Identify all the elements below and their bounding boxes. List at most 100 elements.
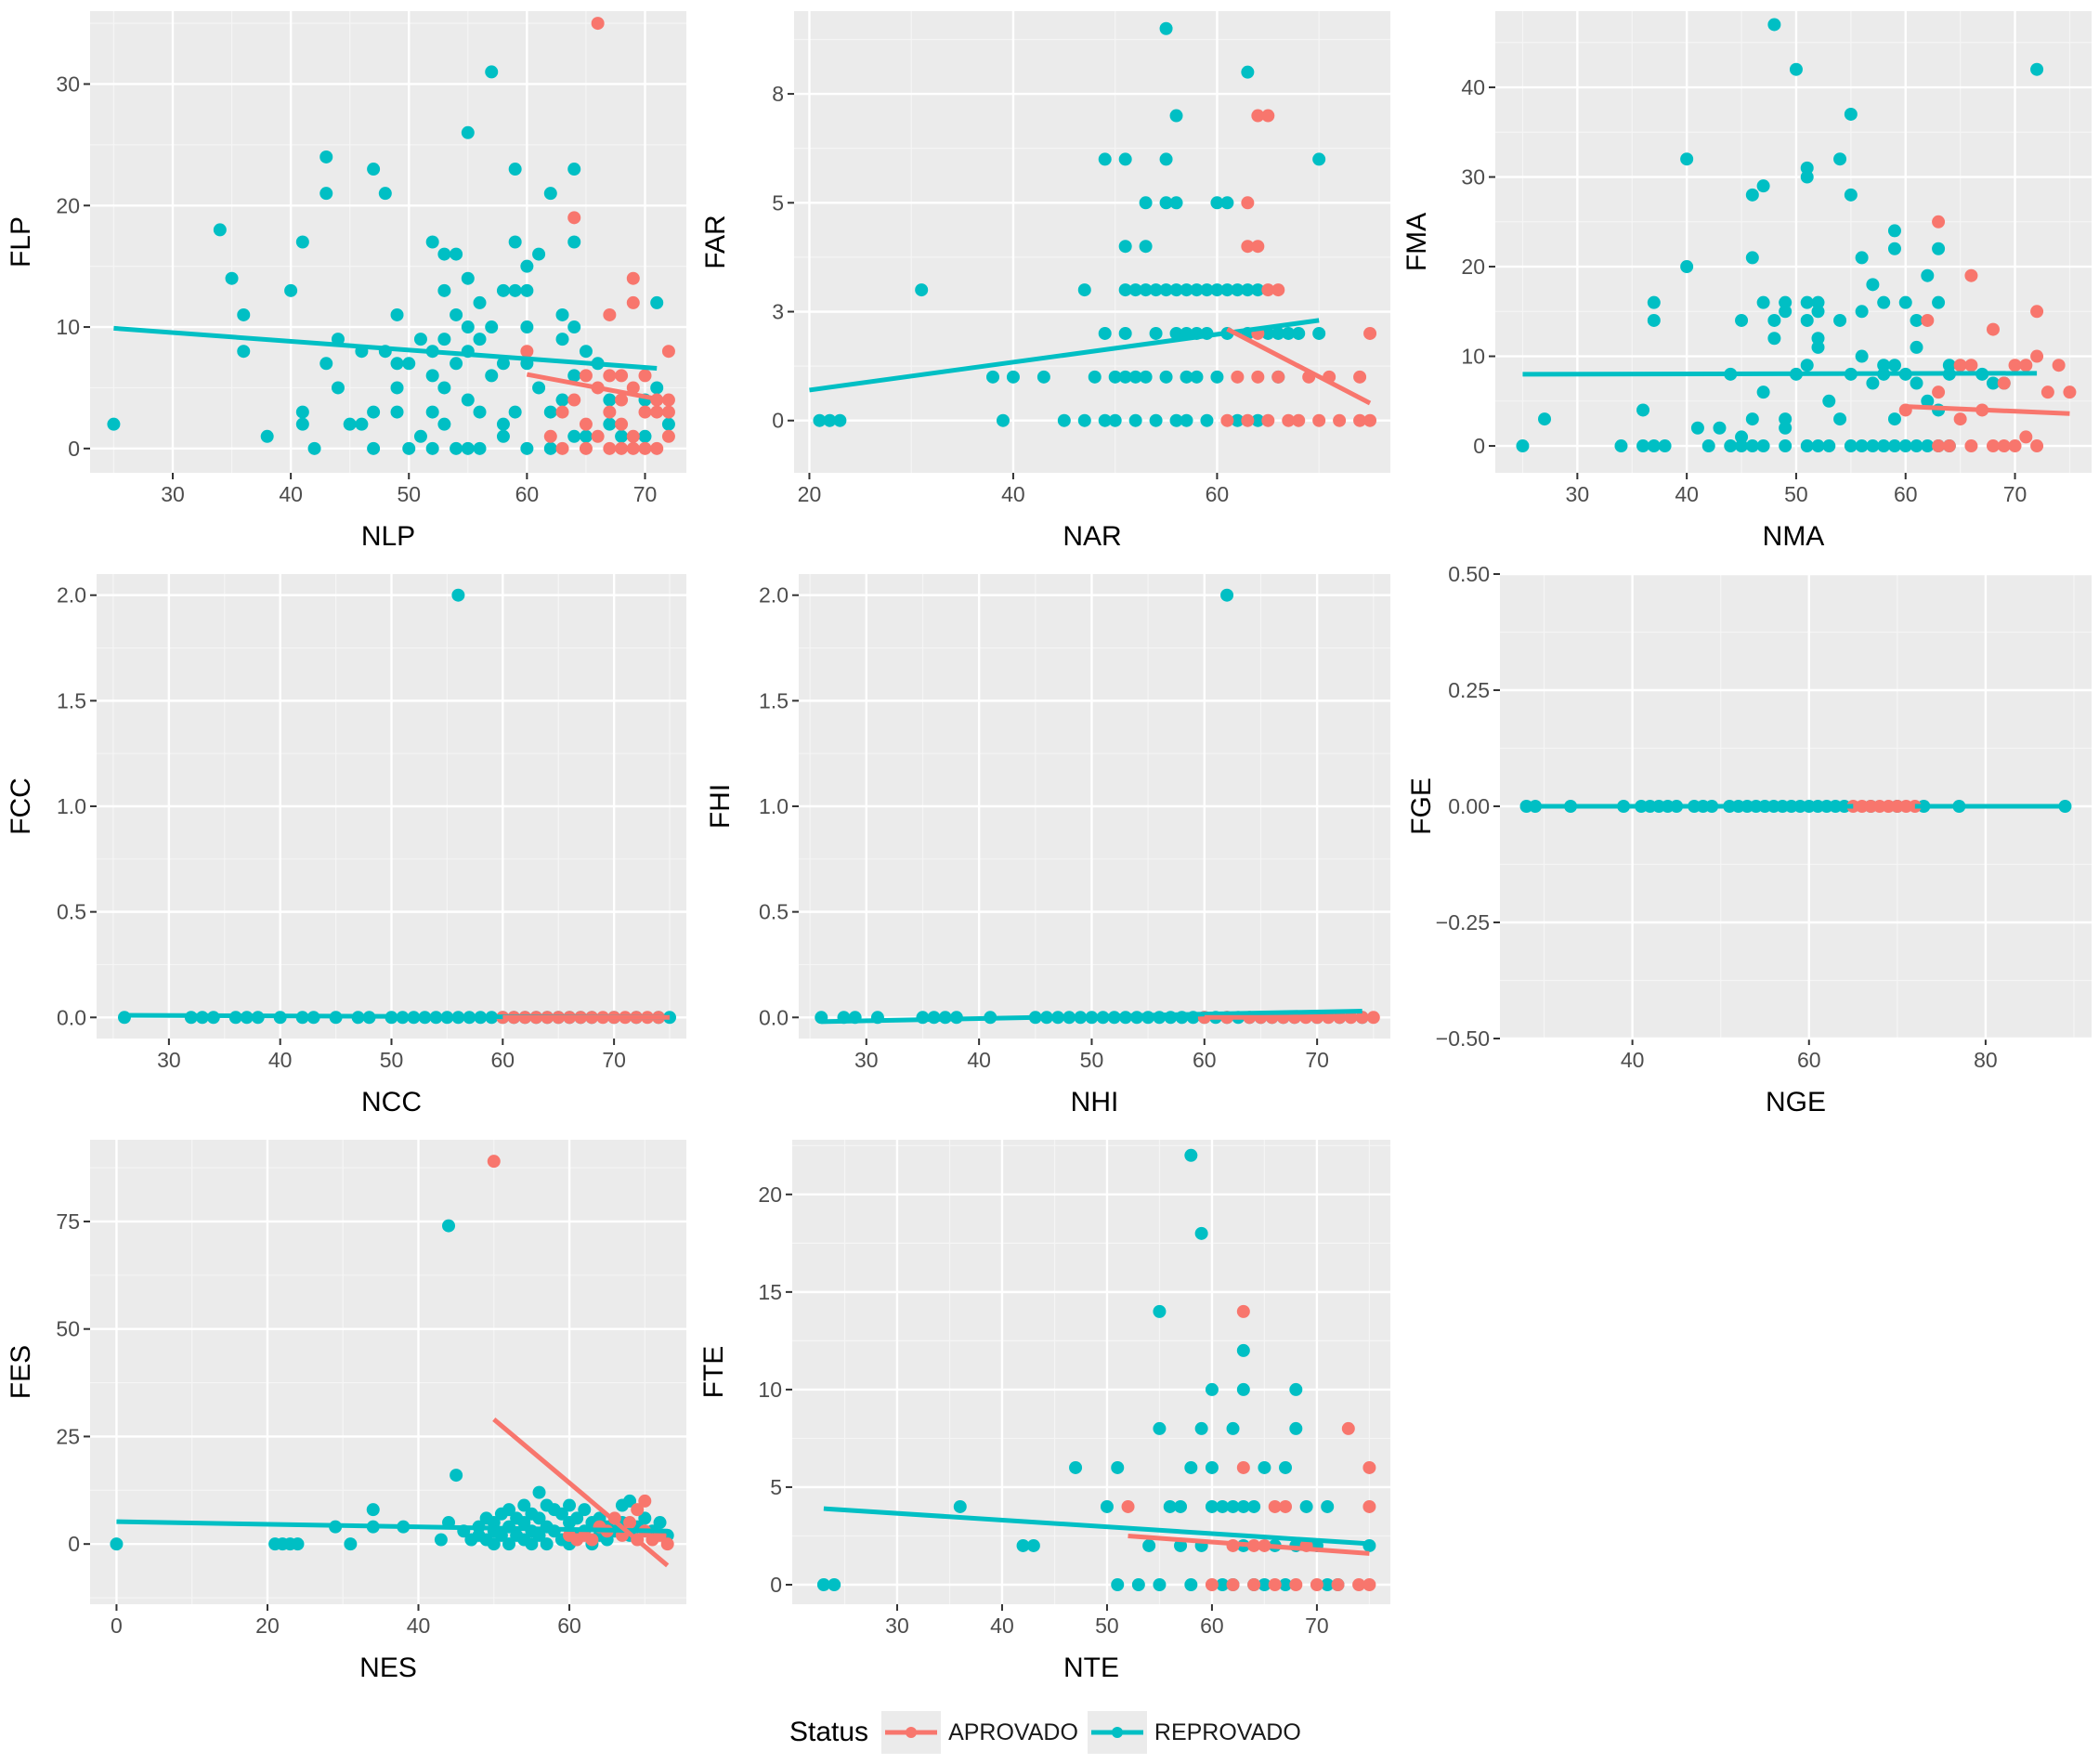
x-axis-title: NCC xyxy=(361,1087,422,1117)
point-reprovado xyxy=(508,405,522,419)
point-aprovado xyxy=(1310,1577,1323,1591)
point-reprovado xyxy=(653,1516,667,1530)
point-aprovado xyxy=(1205,1577,1219,1591)
point-reprovado xyxy=(1292,326,1306,340)
point-aprovado xyxy=(615,441,629,455)
point-aprovado xyxy=(1362,1577,1376,1591)
point-reprovado xyxy=(1251,413,1265,427)
point-reprovado xyxy=(425,369,439,383)
point-aprovado xyxy=(520,345,534,359)
plot-area xyxy=(1519,800,2072,813)
point-aprovado xyxy=(1236,1460,1250,1474)
point-reprovado xyxy=(1614,439,1628,453)
y-tick-label: 10 xyxy=(1461,345,1485,369)
point-reprovado xyxy=(1844,439,1858,453)
point-reprovado xyxy=(1680,152,1694,166)
legend-label-reprovado: REPROVADO xyxy=(1154,1718,1301,1745)
x-tick-label: 40 xyxy=(268,1048,293,1072)
point-reprovado xyxy=(319,357,333,371)
y-tick-label: 10 xyxy=(56,315,80,339)
panel-background xyxy=(792,1140,1390,1604)
point-reprovado xyxy=(1866,376,1880,390)
panel-nma: 30 40 50 60 70 0 10 20 30 40 NMA FMA xyxy=(1402,11,2092,552)
point-reprovado xyxy=(1910,340,1923,354)
point-reprovado xyxy=(1289,1421,1303,1435)
point-reprovado xyxy=(485,320,499,334)
x-tick-label: 30 xyxy=(161,482,185,506)
point-reprovado xyxy=(1180,413,1193,427)
point-aprovado xyxy=(1997,439,2011,453)
point-reprovado xyxy=(450,1469,463,1483)
point-reprovado xyxy=(237,307,251,321)
point-reprovado xyxy=(331,381,345,395)
point-reprovado xyxy=(473,295,487,309)
point-reprovado xyxy=(450,307,463,321)
point-aprovado xyxy=(631,1503,645,1517)
x-tick-label: 50 xyxy=(1095,1614,1119,1638)
point-reprovado xyxy=(1779,421,1793,435)
x-tick-label: 70 xyxy=(2003,482,2027,506)
point-reprovado xyxy=(1855,305,1869,319)
point-reprovado xyxy=(225,271,239,285)
point-reprovado xyxy=(1800,170,1814,184)
point-reprovado xyxy=(833,413,847,427)
point-reprovado xyxy=(1898,439,1912,453)
point-reprovado xyxy=(532,247,546,261)
x-tick-label: 20 xyxy=(255,1614,280,1638)
x-tick-label: 30 xyxy=(854,1048,879,1072)
y-tick-label: 5 xyxy=(770,1475,782,1499)
point-reprovado xyxy=(1149,326,1163,340)
x-tick-label: 50 xyxy=(397,482,421,506)
point-aprovado xyxy=(1986,322,2000,336)
point-reprovado xyxy=(496,417,510,431)
point-reprovado xyxy=(1194,1421,1208,1435)
point-reprovado xyxy=(390,405,404,419)
point-reprovado xyxy=(1139,370,1153,384)
point-reprovado xyxy=(1210,283,1224,297)
point-aprovado xyxy=(1241,196,1255,210)
point-reprovado xyxy=(540,1537,554,1551)
point-aprovado xyxy=(1363,326,1377,340)
point-reprovado xyxy=(1800,439,1814,453)
point-reprovado xyxy=(496,357,510,371)
point-reprovado xyxy=(1756,439,1770,453)
point-reprovado xyxy=(1855,349,1869,363)
point-aprovado xyxy=(1964,359,1978,372)
y-tick-label: 0.0 xyxy=(57,1005,86,1029)
point-reprovado xyxy=(1680,260,1694,274)
y-tick-label: 0 xyxy=(770,1573,782,1597)
point-reprovado xyxy=(1149,413,1163,427)
y-tick-label: 15 xyxy=(758,1280,782,1304)
trend-line-aprovado xyxy=(526,372,670,404)
y-tick-label: 0.5 xyxy=(57,900,86,924)
point-reprovado xyxy=(1180,370,1193,384)
point-aprovado xyxy=(603,441,617,455)
x-tick-label: 0 xyxy=(111,1614,123,1638)
point-reprovado xyxy=(1006,370,1020,384)
point-reprovado xyxy=(425,405,439,419)
point-reprovado xyxy=(295,405,309,419)
point-aprovado xyxy=(638,369,652,383)
point-reprovado xyxy=(579,345,593,359)
point-aprovado xyxy=(579,417,593,431)
point-reprovado xyxy=(1910,439,1923,453)
point-reprovado xyxy=(567,235,581,249)
point-reprovado xyxy=(487,1537,501,1551)
point-reprovado xyxy=(1910,313,1923,327)
point-reprovado xyxy=(1128,283,1142,297)
y-tick-label: −0.25 xyxy=(1436,910,1490,934)
point-reprovado xyxy=(578,1503,592,1517)
trend-line-reprovado xyxy=(823,1506,1370,1547)
point-aprovado xyxy=(626,429,640,443)
x-tick-label: 40 xyxy=(279,482,303,506)
point-aprovado xyxy=(615,417,629,431)
panel-nlp: 30 40 50 60 70 0 10 20 30 NLP FLP xyxy=(6,11,686,552)
y-axis-title: FAR xyxy=(700,215,731,268)
point-reprovado xyxy=(563,1498,577,1512)
y-tick-label: 50 xyxy=(56,1317,80,1341)
point-reprovado xyxy=(1279,1460,1293,1474)
point-reprovado xyxy=(307,441,321,455)
point-reprovado xyxy=(1118,152,1132,166)
point-reprovado xyxy=(1932,242,1946,255)
point-reprovado xyxy=(1800,359,1814,372)
